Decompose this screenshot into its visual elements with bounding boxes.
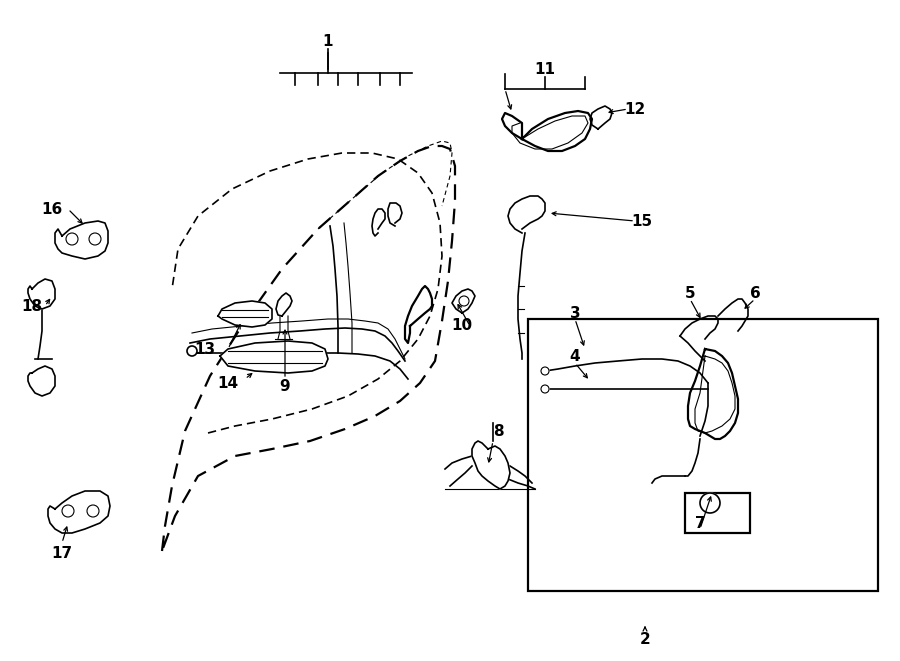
Circle shape <box>541 385 549 393</box>
Text: 14: 14 <box>218 375 238 391</box>
Polygon shape <box>28 366 55 396</box>
Polygon shape <box>688 349 738 439</box>
Bar <box>685 493 750 533</box>
Text: 12: 12 <box>625 102 645 116</box>
Circle shape <box>187 346 197 356</box>
Circle shape <box>62 505 74 517</box>
Text: 15: 15 <box>632 214 652 229</box>
Circle shape <box>66 233 78 245</box>
Bar <box>528 319 878 591</box>
Text: 18: 18 <box>22 299 42 313</box>
Polygon shape <box>508 196 545 233</box>
Text: 1: 1 <box>323 34 333 48</box>
Polygon shape <box>55 221 108 259</box>
Polygon shape <box>218 301 272 327</box>
Text: 8: 8 <box>492 424 503 438</box>
Polygon shape <box>472 441 510 489</box>
Circle shape <box>700 493 720 513</box>
Circle shape <box>541 367 549 375</box>
Text: 7: 7 <box>695 516 706 531</box>
Text: 3: 3 <box>570 305 580 321</box>
Polygon shape <box>28 279 55 309</box>
Text: 10: 10 <box>452 319 472 334</box>
Text: 5: 5 <box>685 286 696 301</box>
Text: 11: 11 <box>535 61 555 77</box>
Circle shape <box>87 505 99 517</box>
Polygon shape <box>48 491 110 533</box>
Polygon shape <box>276 293 292 316</box>
Polygon shape <box>502 111 592 151</box>
Polygon shape <box>220 341 328 373</box>
Text: 9: 9 <box>280 379 291 393</box>
Text: 16: 16 <box>41 202 63 217</box>
Text: 17: 17 <box>51 545 73 561</box>
Text: 4: 4 <box>570 348 580 364</box>
Polygon shape <box>590 106 612 129</box>
Circle shape <box>89 233 101 245</box>
Polygon shape <box>452 289 475 313</box>
Text: 6: 6 <box>750 286 760 301</box>
Text: 13: 13 <box>194 342 216 356</box>
Text: 2: 2 <box>640 631 651 646</box>
